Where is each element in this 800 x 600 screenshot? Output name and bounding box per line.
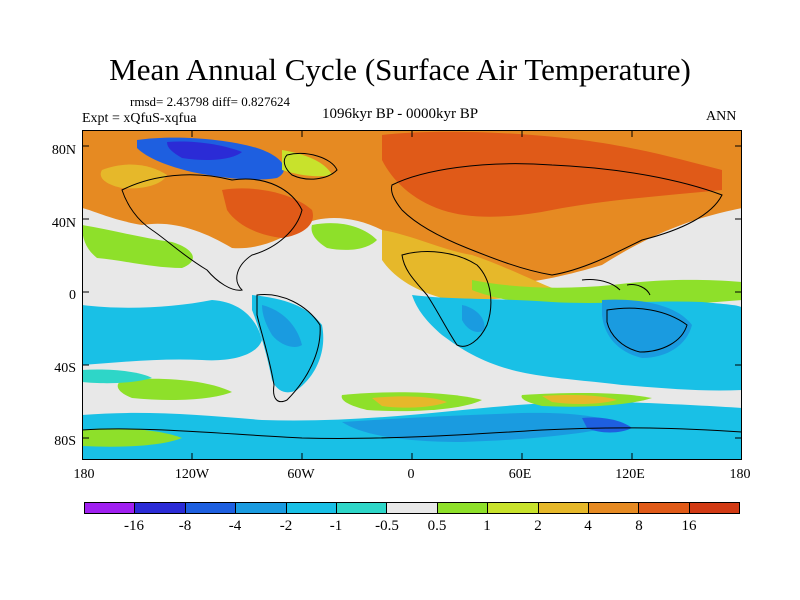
colorbar-box xyxy=(135,503,186,513)
southern-africa-cooling xyxy=(462,305,485,332)
colorbar-label: -0.5 xyxy=(375,518,399,534)
eurasia-outline xyxy=(391,163,723,276)
colorbar-box xyxy=(437,503,489,513)
colorbar-label: -1 xyxy=(329,518,343,534)
lon-label-120e: 120E xyxy=(615,467,645,482)
alaska-warming xyxy=(100,164,167,189)
lon-label-180w: 180 xyxy=(73,467,95,482)
axis-ticks xyxy=(82,130,742,460)
canadian-arctic-strong-cooling xyxy=(167,141,242,160)
australia-cooling xyxy=(602,299,692,358)
colorbar-label: -16 xyxy=(124,518,144,534)
colorbar-label: 1 xyxy=(483,518,491,534)
southern-indian-gold-band xyxy=(542,395,617,405)
northern-warm-region xyxy=(82,130,742,307)
colorbar-label: 4 xyxy=(584,518,592,534)
lat-label-80s: 80S xyxy=(54,434,76,449)
greenland-slight-warming xyxy=(282,150,332,177)
north-america-outline xyxy=(121,174,303,291)
colorbar-box xyxy=(588,503,640,513)
map-title: Mean Annual Cycle (Surface Air Temperatu… xyxy=(109,52,691,87)
lat-label-80n: 80N xyxy=(51,143,76,158)
maritime-continent-outline xyxy=(581,279,651,296)
colorbar-box xyxy=(488,503,539,513)
colorbar-box xyxy=(689,503,740,513)
coastlines xyxy=(82,153,742,439)
amazon-cooling xyxy=(262,305,302,347)
ross-sea-green-band xyxy=(82,428,182,447)
colorbar-box xyxy=(236,503,287,513)
colorbar-box xyxy=(85,503,136,513)
south-pacific-teal-band xyxy=(82,369,152,384)
rmsd-diff-stats: rmsd= 2.43798 diff= 0.827624 xyxy=(130,94,290,109)
season-label: ANN xyxy=(706,109,737,124)
antarctic-blue-patch xyxy=(582,417,632,433)
lon-label-60e: 60E xyxy=(508,467,532,482)
lon-label-180e: 180 xyxy=(729,467,751,482)
south-pacific-cooling xyxy=(82,300,262,365)
australia-outline xyxy=(606,307,688,353)
colorbar-label: -8 xyxy=(178,518,192,534)
lat-label-40n: 40N xyxy=(51,216,76,231)
siberia-strong-warming xyxy=(382,131,722,217)
colorbar-label: 8 xyxy=(635,518,643,534)
colorbar-box xyxy=(538,503,589,513)
lon-label-60w: 60W xyxy=(287,467,315,482)
greenland-outline xyxy=(283,153,338,180)
colorbar xyxy=(84,502,740,514)
antarctica-outline xyxy=(82,427,742,439)
southern-cool-region xyxy=(82,295,742,460)
lat-label-40s: 40S xyxy=(54,361,76,376)
colorbar-box xyxy=(639,503,690,513)
colorbar-label: 16 xyxy=(681,518,697,534)
colorbar-box xyxy=(286,503,337,513)
experiment-label: Expt = xQfuS-xqfua xyxy=(82,111,197,126)
north-atlantic-mild xyxy=(311,223,377,250)
colorbar-label: -4 xyxy=(228,518,242,534)
africa-arabia-warming xyxy=(382,230,557,300)
map-canvas xyxy=(82,130,742,460)
temperature-anomaly-map xyxy=(82,130,742,460)
colorbar-box xyxy=(336,503,388,513)
tropical-indian-pacific-mild xyxy=(472,279,742,307)
colorbar-box xyxy=(185,503,237,513)
colorbar-label: 2 xyxy=(534,518,542,534)
south-america-outline xyxy=(256,294,321,403)
north-america-strong-warming xyxy=(222,188,313,238)
antarctic-strong-cooling xyxy=(342,412,622,442)
lon-label-0: 0 xyxy=(407,467,415,482)
colorbar-box xyxy=(387,503,438,513)
north-pacific-mild xyxy=(82,225,193,268)
southern-atlantic-gold-band xyxy=(372,396,447,408)
southern-pacific-green-band xyxy=(117,378,232,400)
colorbar-label: 0.5 xyxy=(427,518,447,534)
lon-label-120w: 120W xyxy=(174,467,210,482)
lat-label-equator: 0 xyxy=(69,288,76,303)
time-period-label: 1096kyr BP - 0000kyr BP xyxy=(322,106,479,122)
colorbar-label: -2 xyxy=(279,518,293,534)
africa-outline xyxy=(401,251,492,347)
